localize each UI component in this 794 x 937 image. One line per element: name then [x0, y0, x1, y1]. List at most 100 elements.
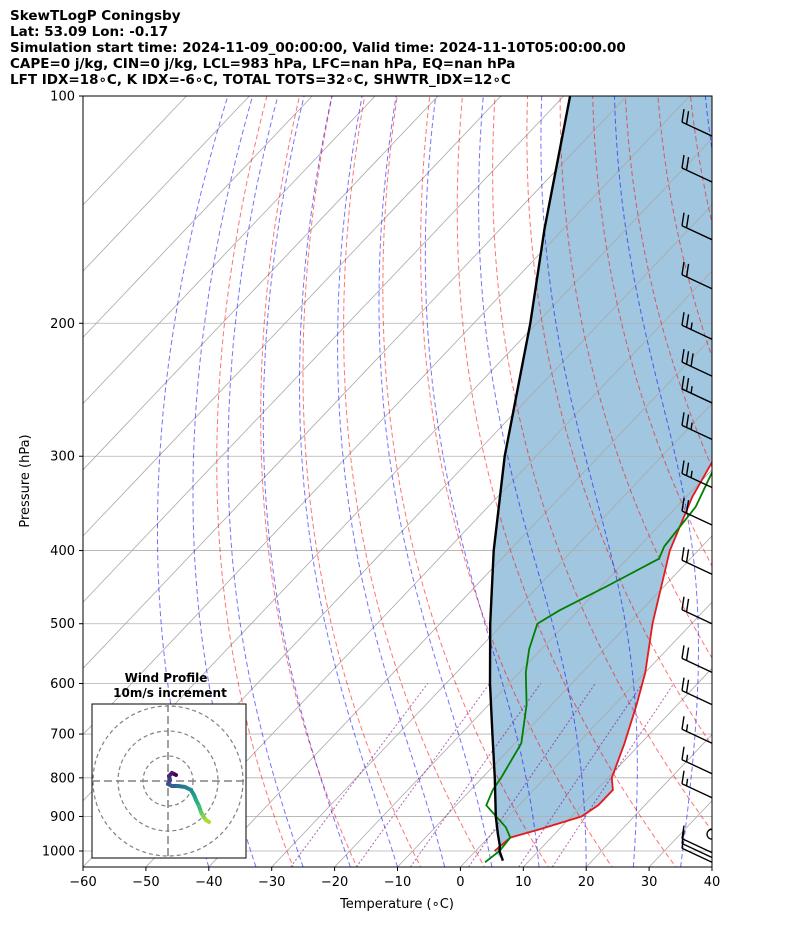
wind-barb-half	[690, 386, 693, 394]
y-tick-label: 500	[50, 617, 75, 632]
moist-adiabat	[157, 96, 229, 867]
moist-adiabat	[299, 96, 398, 867]
title-station: SkewTLogP Coningsby	[10, 8, 181, 24]
wind-barb	[681, 842, 712, 859]
dry-adiabat	[260, 96, 358, 867]
y-tick-label: 700	[50, 728, 75, 743]
wind-barb	[681, 847, 712, 863]
moist-adiabat	[227, 96, 304, 867]
dry-adiabat	[785, 79, 794, 870]
moist-adiabat	[540, 96, 638, 867]
wind-barb	[681, 609, 712, 625]
wind-barb	[710, 96, 712, 97]
mixing-ratio-line	[409, 683, 542, 867]
wind-barb-flag	[685, 598, 690, 612]
wind-barb-flag	[685, 500, 690, 514]
mixing-ratio-line	[468, 683, 596, 867]
wind-barb-flag	[685, 111, 690, 125]
dry-adiabat	[456, 96, 677, 867]
dry-adiabat	[526, 96, 712, 747]
y-axis-label: Pressure (hPa)	[18, 434, 33, 527]
wind-barb-half	[681, 841, 684, 849]
isotherm	[83, 96, 690, 736]
wind-barb-calm	[706, 828, 712, 840]
x-tick-label: −10	[384, 875, 411, 890]
wind-barb-flag	[681, 261, 685, 275]
wind-barb-flag	[681, 349, 685, 363]
y-tick-label: 600	[50, 677, 75, 692]
wind-barb-half	[685, 754, 689, 762]
wind-barb	[681, 424, 712, 441]
wind-barb-flag	[685, 679, 690, 693]
wind-barb-flag	[681, 375, 685, 390]
x-tick-label: 0	[456, 875, 464, 890]
moist-adiabat	[614, 96, 699, 867]
inset-title: Wind Profile	[125, 671, 208, 685]
isotherm	[775, 96, 794, 867]
isotherm	[83, 96, 313, 338]
wind-barb-flag	[685, 462, 690, 476]
x-tick-label: −60	[69, 875, 96, 890]
dry-adiabat	[592, 96, 712, 568]
moist-adiabat	[337, 96, 446, 867]
wind-barb-flag	[685, 414, 690, 428]
wind-barb-flag	[690, 353, 694, 367]
dry-adiabat	[382, 96, 549, 867]
moist-adiabat	[704, 96, 712, 153]
dry-adiabat	[302, 96, 422, 867]
wind-barb-flag	[685, 157, 690, 171]
wind-barb	[681, 225, 712, 241]
isotherm	[83, 96, 502, 537]
wind-barb	[681, 388, 712, 404]
x-tick-label: −40	[195, 875, 222, 890]
moist-adiabat	[378, 96, 493, 867]
x-tick-label: −30	[258, 875, 285, 890]
wind-barb-flag	[682, 69, 684, 82]
wind-barb	[681, 324, 712, 340]
y-tick-label: 300	[50, 450, 75, 465]
temperature-parcel-area	[490, 96, 712, 861]
moist-adiabat	[262, 96, 351, 867]
wind-barb	[681, 690, 712, 706]
wind-barb	[681, 838, 712, 854]
dry-adiabat	[721, 79, 794, 870]
y-tick-label: 200	[50, 317, 75, 332]
temperature-line	[493, 460, 712, 852]
wind-barb	[681, 274, 712, 290]
wind-barb	[681, 759, 712, 775]
parcel-line	[488, 96, 572, 862]
wind-barb	[681, 361, 712, 377]
wind-profile-inset: Wind Profile 10m/s increment	[91, 671, 247, 859]
wind-barb-flag	[681, 460, 685, 474]
isotherm	[271, 402, 712, 867]
wind-barb-flag	[681, 716, 685, 730]
wind-barb-flag	[685, 549, 690, 563]
y-tick-label: 800	[50, 771, 75, 786]
isotherm	[585, 733, 712, 867]
wind-barb-flag	[681, 312, 685, 326]
wind-barb-flag	[685, 377, 690, 392]
mixing-ratio-line	[551, 683, 675, 867]
wind-barb-flag	[687, 71, 689, 84]
dewpoint-line	[484, 470, 712, 864]
dry-adiabat	[492, 96, 712, 832]
wind-barb-flag	[685, 314, 690, 328]
isotherm	[460, 601, 712, 867]
isotherm	[711, 866, 712, 867]
wind-barb	[681, 728, 712, 744]
mixing-ratio-line	[518, 683, 643, 867]
wind-barb-flag	[681, 746, 685, 760]
mixing-ratio-line	[355, 683, 491, 867]
wind-barb-half	[690, 470, 693, 478]
y-tick-label: 400	[50, 544, 75, 559]
wind-barb	[681, 472, 712, 489]
title-time: Simulation start time: 2024-11-09_00:00:…	[10, 40, 626, 56]
x-tick-label: −20	[321, 875, 348, 890]
wind-barb	[681, 559, 712, 575]
x-tick-label: 30	[641, 875, 658, 890]
wind-barb-half	[690, 422, 693, 430]
hodo-segment	[204, 818, 211, 824]
wind-barb-flag	[685, 214, 690, 228]
y-tick-label: 100	[50, 90, 75, 105]
